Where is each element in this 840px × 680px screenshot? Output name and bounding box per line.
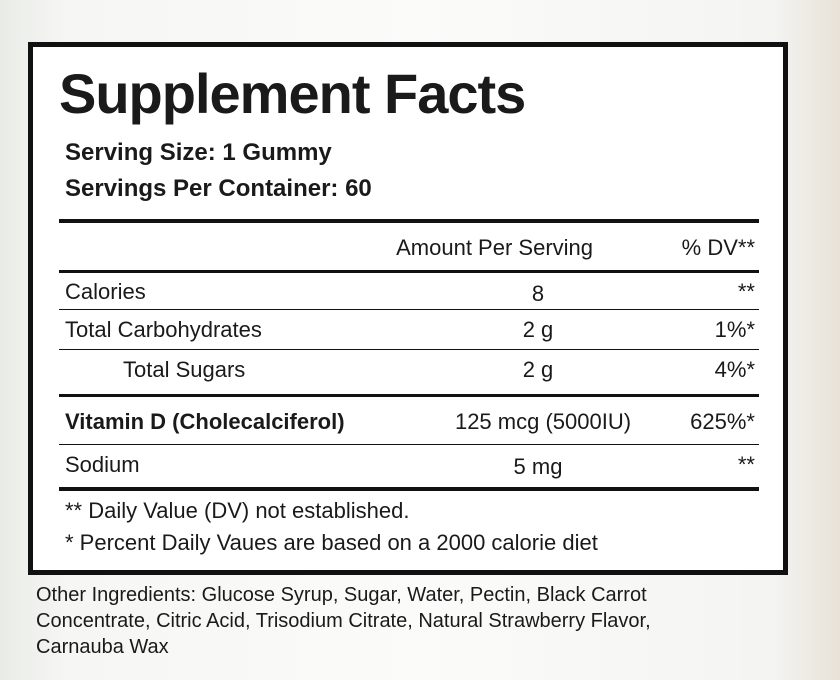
row-name: Sodium [65,452,140,477]
row-dv: 625%* [690,409,755,434]
facts-panel: Supplement Facts Serving Size: 1 Gummy S… [28,42,788,575]
header-amount: Amount Per Serving [396,235,593,260]
rule [59,444,759,445]
rule [59,219,759,223]
rule [59,349,759,350]
row-amount: 5 mg [513,454,563,479]
footnote: * Percent Daily Vaues are based on a 200… [65,530,598,555]
rule [59,394,759,397]
serving-size: Serving Size: 1 Gummy [65,139,332,166]
row-amount: 8 [531,281,545,306]
title: Supplement Facts [59,62,526,125]
other-ingredients: Other Ingredients: Glucose Syrup, Sugar,… [36,584,647,606]
rule [59,487,759,491]
row-name: Total Sugars [123,357,246,382]
row-name: Vitamin D (Cholecalciferol) [65,409,345,434]
rule [59,309,759,310]
rule [59,270,759,273]
row-dv: ** [737,452,755,477]
row-amount: 125 mcg (5000IU) [454,409,632,434]
row-dv: 1%* [714,317,755,342]
footnote: ** Daily Value (DV) not established. [65,498,410,523]
row-name: Total Carbohydrates [65,317,262,342]
servings-per-container: Servings Per Container: 60 [65,175,372,202]
header-dv: % DV** [681,235,755,260]
row-dv: 4%* [714,357,755,382]
row-amount: 2 g [522,357,554,382]
other-ingredients: Carnauba Wax [36,636,169,658]
row-dv: ** [737,279,755,304]
row-amount: 2 g [522,317,554,342]
row-name: Calories [65,279,146,304]
other-ingredients: Concentrate, Citric Acid, Trisodium Citr… [36,610,651,632]
